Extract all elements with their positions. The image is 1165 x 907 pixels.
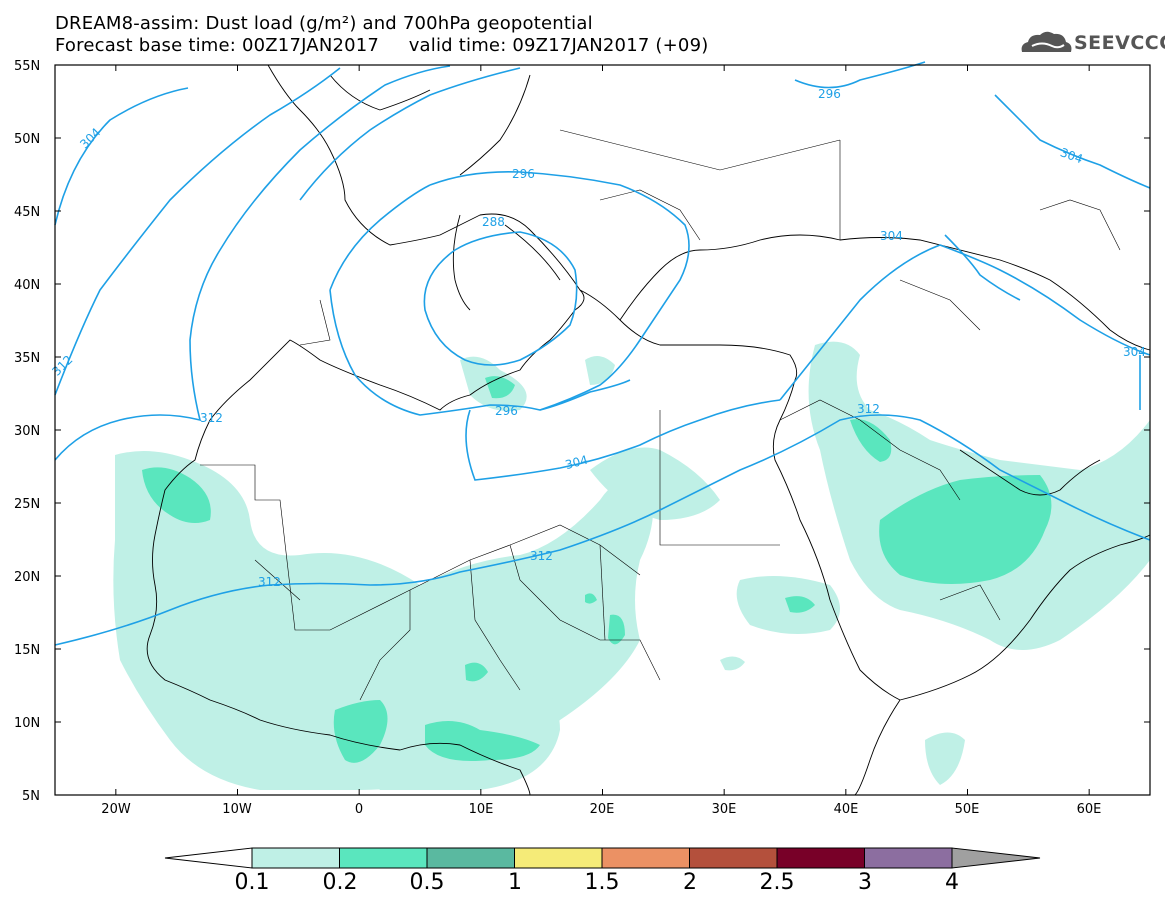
lat-label: 25N bbox=[14, 497, 40, 512]
lat-label: 40N bbox=[14, 278, 40, 293]
lat-label: 55N bbox=[14, 59, 40, 74]
coastlines bbox=[146, 64, 1151, 796]
lon-label: 10E bbox=[469, 802, 494, 817]
lat-axis-labels: 55N 50N 45N 40N 35N 30N 25N 20N 15N 10N … bbox=[14, 59, 40, 804]
colorbar-label: 0.5 bbox=[409, 870, 445, 895]
contour-label: 304 bbox=[1058, 145, 1084, 166]
colorbar-segment bbox=[426, 847, 515, 869]
lat-label: 20N bbox=[14, 570, 40, 585]
dust-medium-areas bbox=[142, 376, 1052, 763]
contour-label: 288 bbox=[482, 215, 505, 229]
contour-label: 312 bbox=[857, 402, 880, 416]
cloud-logo-icon bbox=[1021, 31, 1072, 52]
lat-label: 45N bbox=[14, 205, 40, 220]
contour-label: 304 bbox=[880, 229, 903, 243]
lon-label: 20E bbox=[590, 802, 615, 817]
lat-label: 50N bbox=[14, 132, 40, 147]
colorbar-over-triangle bbox=[951, 847, 1041, 869]
lat-label: 30N bbox=[14, 424, 40, 439]
colorbar-label: 2 bbox=[683, 870, 697, 895]
colorbar-label: 1.5 bbox=[584, 870, 620, 895]
lat-label: 15N bbox=[14, 643, 40, 658]
lon-label: 40E bbox=[834, 802, 859, 817]
lon-label: 50E bbox=[955, 802, 980, 817]
lon-label: 20W bbox=[101, 802, 131, 817]
forecast-time-subtitle: Forecast base time: 00Z17JAN2017 valid t… bbox=[55, 35, 709, 56]
logo-text: SEEVCCC bbox=[1074, 32, 1165, 54]
colorbar-label: 4 bbox=[945, 870, 959, 895]
colorbar bbox=[164, 847, 1041, 869]
colorbar-label: 2.5 bbox=[759, 870, 795, 895]
colorbar-segment bbox=[339, 847, 428, 869]
colorbar-segment bbox=[864, 847, 953, 869]
contour-label: 296 bbox=[495, 404, 518, 418]
contour-label-312-lower: 312 bbox=[258, 575, 281, 589]
contour-label: 304 bbox=[1123, 345, 1146, 359]
colorbar-under-triangle bbox=[164, 847, 253, 869]
lon-label: 30E bbox=[712, 802, 737, 817]
contour-label: 304 bbox=[77, 125, 103, 151]
lat-label: 35N bbox=[14, 351, 40, 366]
contour-label: 304 bbox=[564, 453, 590, 472]
colorbar-label: 3 bbox=[858, 870, 872, 895]
contour-label: 296 bbox=[818, 87, 841, 101]
axis-ticks bbox=[54, 64, 1150, 796]
lat-label: 10N bbox=[14, 716, 40, 731]
colorbar-segment bbox=[776, 847, 865, 869]
colorbar-segment bbox=[689, 847, 778, 869]
map-title: DREAM8-assim: Dust load (g/m²) and 700hP… bbox=[55, 13, 593, 34]
lon-label: 60E bbox=[1077, 802, 1102, 817]
contour-label: 312 bbox=[530, 549, 553, 563]
lon-axis-labels: 20W 10W 0 10E 20E 30E 40E 50E 60E bbox=[101, 802, 1101, 817]
contour-label: 312 bbox=[49, 353, 75, 379]
contour-label: 312 bbox=[200, 411, 223, 425]
lat-label: 5N bbox=[22, 789, 40, 804]
colorbar-segment bbox=[251, 847, 340, 869]
colorbar-segment bbox=[601, 847, 690, 869]
lon-label: 0 bbox=[355, 802, 363, 817]
contour-label: 296 bbox=[512, 167, 535, 181]
colorbar-segment bbox=[514, 847, 603, 869]
country-borders bbox=[200, 129, 1121, 701]
geopotential-contours bbox=[54, 61, 1151, 646]
lon-label: 10W bbox=[222, 802, 252, 817]
colorbar-label: 0.2 bbox=[322, 870, 358, 895]
colorbar-label: 0.1 bbox=[234, 870, 270, 895]
colorbar-label: 1 bbox=[508, 870, 522, 895]
